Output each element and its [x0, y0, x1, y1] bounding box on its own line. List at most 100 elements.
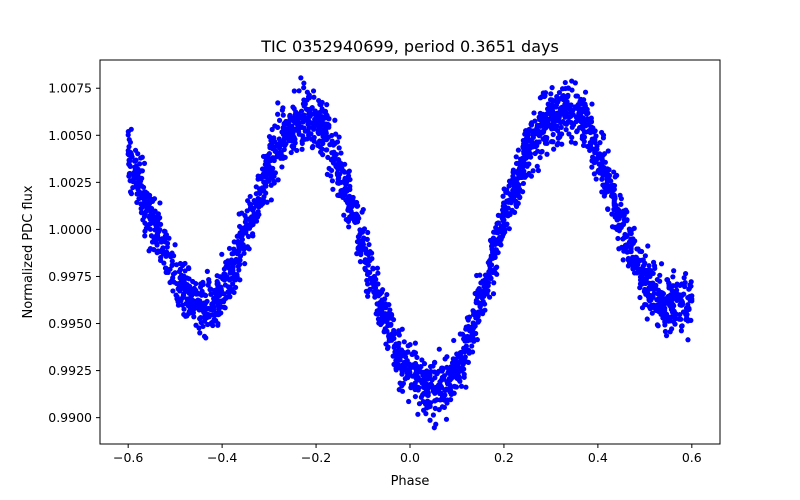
data-point: [542, 140, 549, 146]
data-point: [581, 129, 588, 135]
data-point: [173, 280, 180, 287]
data-point: [565, 92, 571, 98]
data-point: [524, 161, 530, 167]
data-point: [347, 186, 353, 193]
data-point: [585, 122, 592, 128]
data-point: [231, 246, 237, 252]
data-point: [275, 124, 281, 131]
data-point: [279, 107, 285, 113]
data-point: [243, 244, 249, 251]
data-point: [657, 272, 663, 278]
data-point: [206, 279, 212, 285]
data-point: [655, 306, 661, 312]
data-point: [259, 185, 265, 191]
data-point: [281, 121, 287, 127]
data-point: [329, 132, 335, 139]
data-point: [444, 364, 450, 371]
data-point: [341, 179, 347, 185]
data-point: [354, 251, 360, 257]
data-point: [533, 139, 540, 145]
data-point: [627, 244, 633, 250]
data-points: [125, 75, 695, 431]
data-point: [670, 274, 676, 280]
data-point: [210, 307, 217, 313]
data-point: [535, 167, 542, 174]
data-point: [424, 405, 430, 411]
data-point: [125, 132, 131, 138]
data-point: [345, 169, 351, 176]
x-axis-ticks: −0.6 −0.4 −0.2 0.0 0.2 0.4 0.6: [113, 444, 702, 465]
data-point: [427, 363, 434, 370]
data-point: [412, 393, 418, 400]
data-point: [513, 154, 519, 160]
data-point: [671, 268, 677, 274]
data-point: [448, 364, 454, 370]
data-point: [315, 127, 321, 133]
data-point: [407, 342, 413, 348]
data-point: [242, 261, 248, 267]
data-point: [579, 134, 586, 140]
data-point: [205, 311, 212, 318]
data-point: [182, 260, 188, 267]
data-point: [469, 349, 476, 355]
data-point: [285, 128, 291, 135]
data-point: [452, 356, 459, 362]
data-point: [538, 123, 545, 129]
data-point: [200, 305, 206, 312]
data-point: [157, 200, 163, 206]
data-point: [677, 312, 683, 318]
data-point: [287, 117, 293, 123]
data-point: [510, 173, 516, 179]
data-point: [355, 234, 361, 240]
data-point: [614, 206, 620, 212]
data-point: [276, 117, 283, 123]
data-point: [254, 198, 260, 204]
data-point: [223, 259, 229, 265]
data-point: [436, 346, 442, 352]
data-point: [152, 238, 158, 244]
chart-title: TIC 0352940699, period 0.3651 days: [260, 37, 559, 56]
data-point: [154, 233, 160, 239]
data-point: [367, 248, 373, 255]
data-point: [502, 212, 509, 218]
data-point: [245, 198, 251, 204]
x-tick-label: 0.4: [588, 450, 608, 465]
data-point: [646, 263, 652, 269]
data-point: [300, 136, 306, 142]
data-point: [409, 373, 416, 379]
data-point: [416, 401, 423, 407]
data-point: [311, 94, 317, 100]
data-point: [176, 298, 182, 304]
data-point: [463, 384, 469, 390]
data-point: [126, 161, 132, 167]
data-point: [531, 131, 537, 137]
data-point: [557, 131, 563, 137]
data-point: [662, 328, 669, 335]
data-point: [260, 153, 267, 160]
data-point: [301, 97, 307, 103]
data-point: [473, 330, 479, 337]
data-point: [345, 196, 351, 202]
data-point: [510, 167, 517, 173]
data-point: [373, 311, 379, 317]
data-point: [611, 169, 617, 175]
data-point: [271, 178, 277, 184]
data-point: [247, 217, 253, 223]
data-point: [558, 124, 564, 130]
data-point: [556, 114, 562, 120]
data-point: [520, 180, 527, 187]
data-point: [551, 146, 557, 152]
data-point: [264, 199, 270, 205]
data-point: [310, 143, 316, 150]
data-point: [301, 80, 307, 86]
data-point: [200, 281, 206, 288]
data-point: [625, 257, 632, 263]
data-point: [346, 204, 352, 210]
data-point: [590, 129, 597, 135]
data-point: [512, 209, 518, 215]
data-point: [206, 306, 212, 312]
data-point: [219, 251, 225, 257]
data-point: [589, 101, 595, 107]
data-point: [482, 291, 488, 297]
data-point: [164, 244, 170, 250]
